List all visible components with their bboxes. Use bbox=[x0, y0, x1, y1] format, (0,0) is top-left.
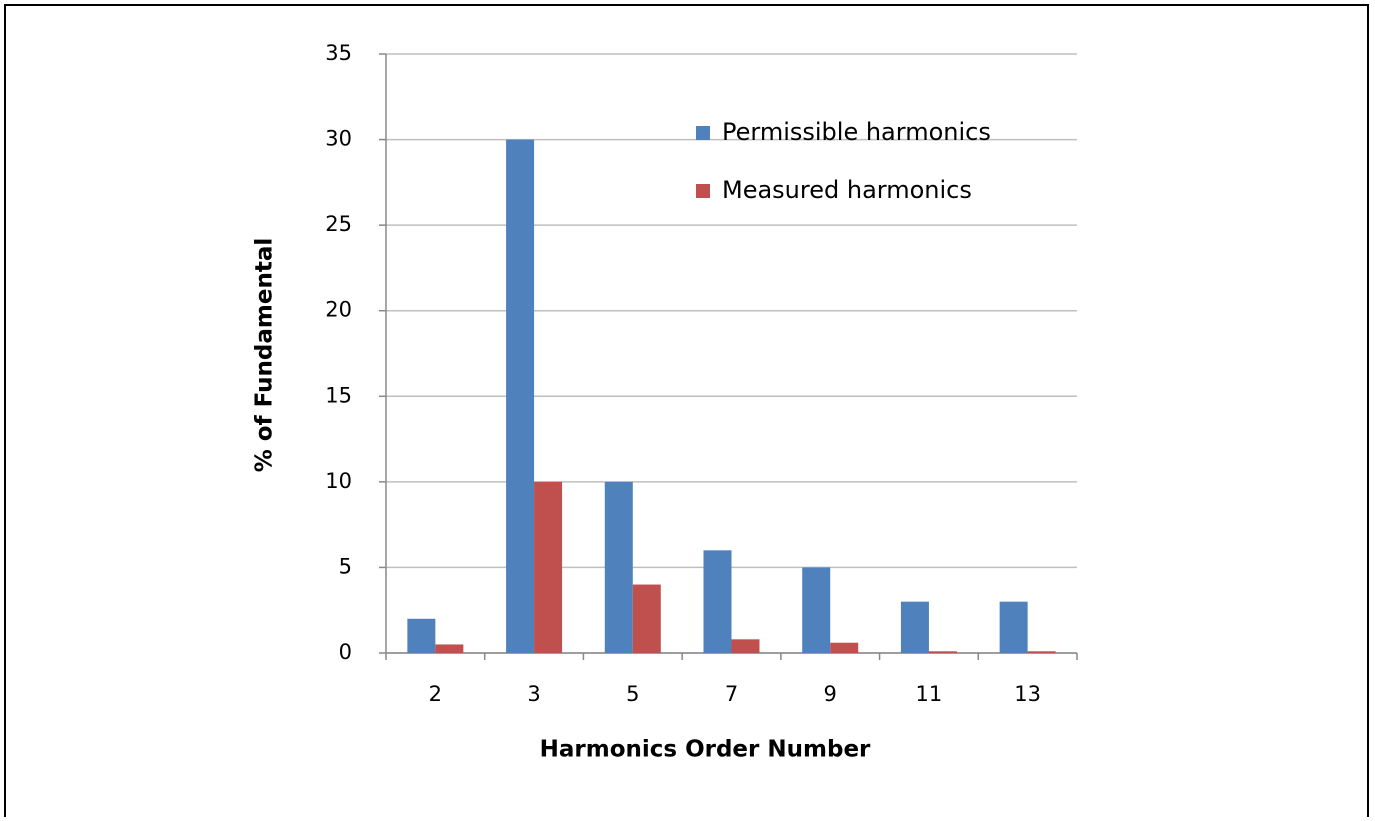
bar bbox=[1027, 651, 1056, 653]
y-axis-title: % of Fundamental bbox=[252, 238, 278, 473]
y-tick-label: 30 bbox=[325, 127, 352, 151]
legend-swatch bbox=[696, 126, 710, 140]
y-tick-label: 20 bbox=[325, 298, 352, 322]
bar bbox=[506, 139, 535, 654]
y-tick-label: 0 bbox=[339, 640, 352, 664]
x-tick-label: 5 bbox=[626, 682, 639, 706]
frame bbox=[4, 4, 1369, 817]
bar bbox=[731, 639, 760, 653]
x-tick-label: 9 bbox=[824, 682, 837, 706]
y-tick-label: 35 bbox=[325, 41, 352, 65]
bar bbox=[802, 567, 831, 653]
bar bbox=[534, 481, 563, 653]
bar bbox=[407, 618, 436, 653]
bar bbox=[703, 550, 732, 653]
legend-swatch bbox=[696, 184, 710, 198]
legend-label: Measured harmonics bbox=[722, 176, 972, 204]
bar bbox=[900, 601, 929, 653]
x-tick-label: 11 bbox=[916, 682, 943, 706]
y-tick-label: 10 bbox=[325, 469, 352, 493]
x-tick-label: 7 bbox=[725, 682, 738, 706]
bar bbox=[604, 481, 633, 653]
x-tick-label: 3 bbox=[527, 682, 540, 706]
x-axis-title: Harmonics Order Number bbox=[540, 737, 871, 763]
bar bbox=[830, 642, 859, 653]
x-tick-label: 13 bbox=[1014, 682, 1041, 706]
bar bbox=[435, 644, 464, 653]
y-tick-label: 15 bbox=[325, 383, 352, 407]
bar bbox=[928, 651, 957, 653]
bar bbox=[999, 601, 1028, 653]
legend-label: Permissible harmonics bbox=[722, 118, 991, 146]
y-tick-label: 5 bbox=[339, 554, 352, 578]
x-tick-label: 2 bbox=[429, 682, 442, 706]
bar bbox=[632, 584, 661, 653]
y-tick-label: 25 bbox=[325, 212, 352, 236]
